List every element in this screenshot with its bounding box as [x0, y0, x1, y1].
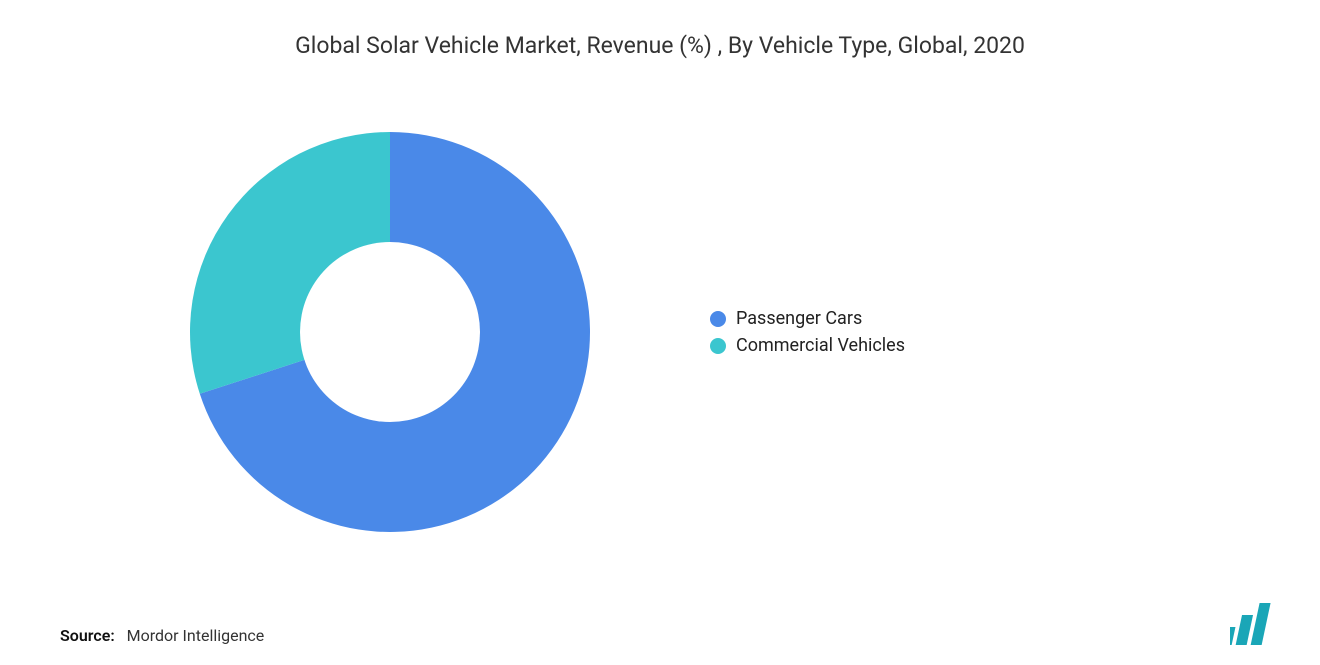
legend-item-1: Commercial Vehicles — [710, 335, 905, 356]
chart-container: Global Solar Vehicle Market, Revenue (%)… — [0, 0, 1320, 665]
legend-item-0: Passenger Cars — [710, 308, 905, 329]
chart-legend: Passenger Cars Commercial Vehicles — [710, 302, 905, 362]
legend-swatch-icon — [710, 311, 726, 327]
donut-hole — [300, 242, 480, 422]
chart-area: Passenger Cars Commercial Vehicles — [60, 92, 1260, 572]
legend-swatch-icon — [710, 338, 726, 354]
brand-logo — [1230, 601, 1290, 645]
logo-bar-icon — [1236, 615, 1253, 645]
source-footer: Source: Mordor Intelligence — [60, 626, 264, 645]
chart-title: Global Solar Vehicle Market, Revenue (%)… — [60, 30, 1260, 62]
source-label: Source: — [60, 626, 115, 645]
logo-bar-icon — [1251, 603, 1271, 645]
logo-bar-icon — [1230, 627, 1235, 645]
donut-svg — [180, 122, 600, 542]
brand-logo-icon — [1230, 601, 1290, 645]
legend-label: Passenger Cars — [736, 308, 862, 329]
legend-label: Commercial Vehicles — [736, 335, 905, 356]
donut-chart — [180, 122, 600, 542]
source-text: Mordor Intelligence — [127, 626, 265, 645]
